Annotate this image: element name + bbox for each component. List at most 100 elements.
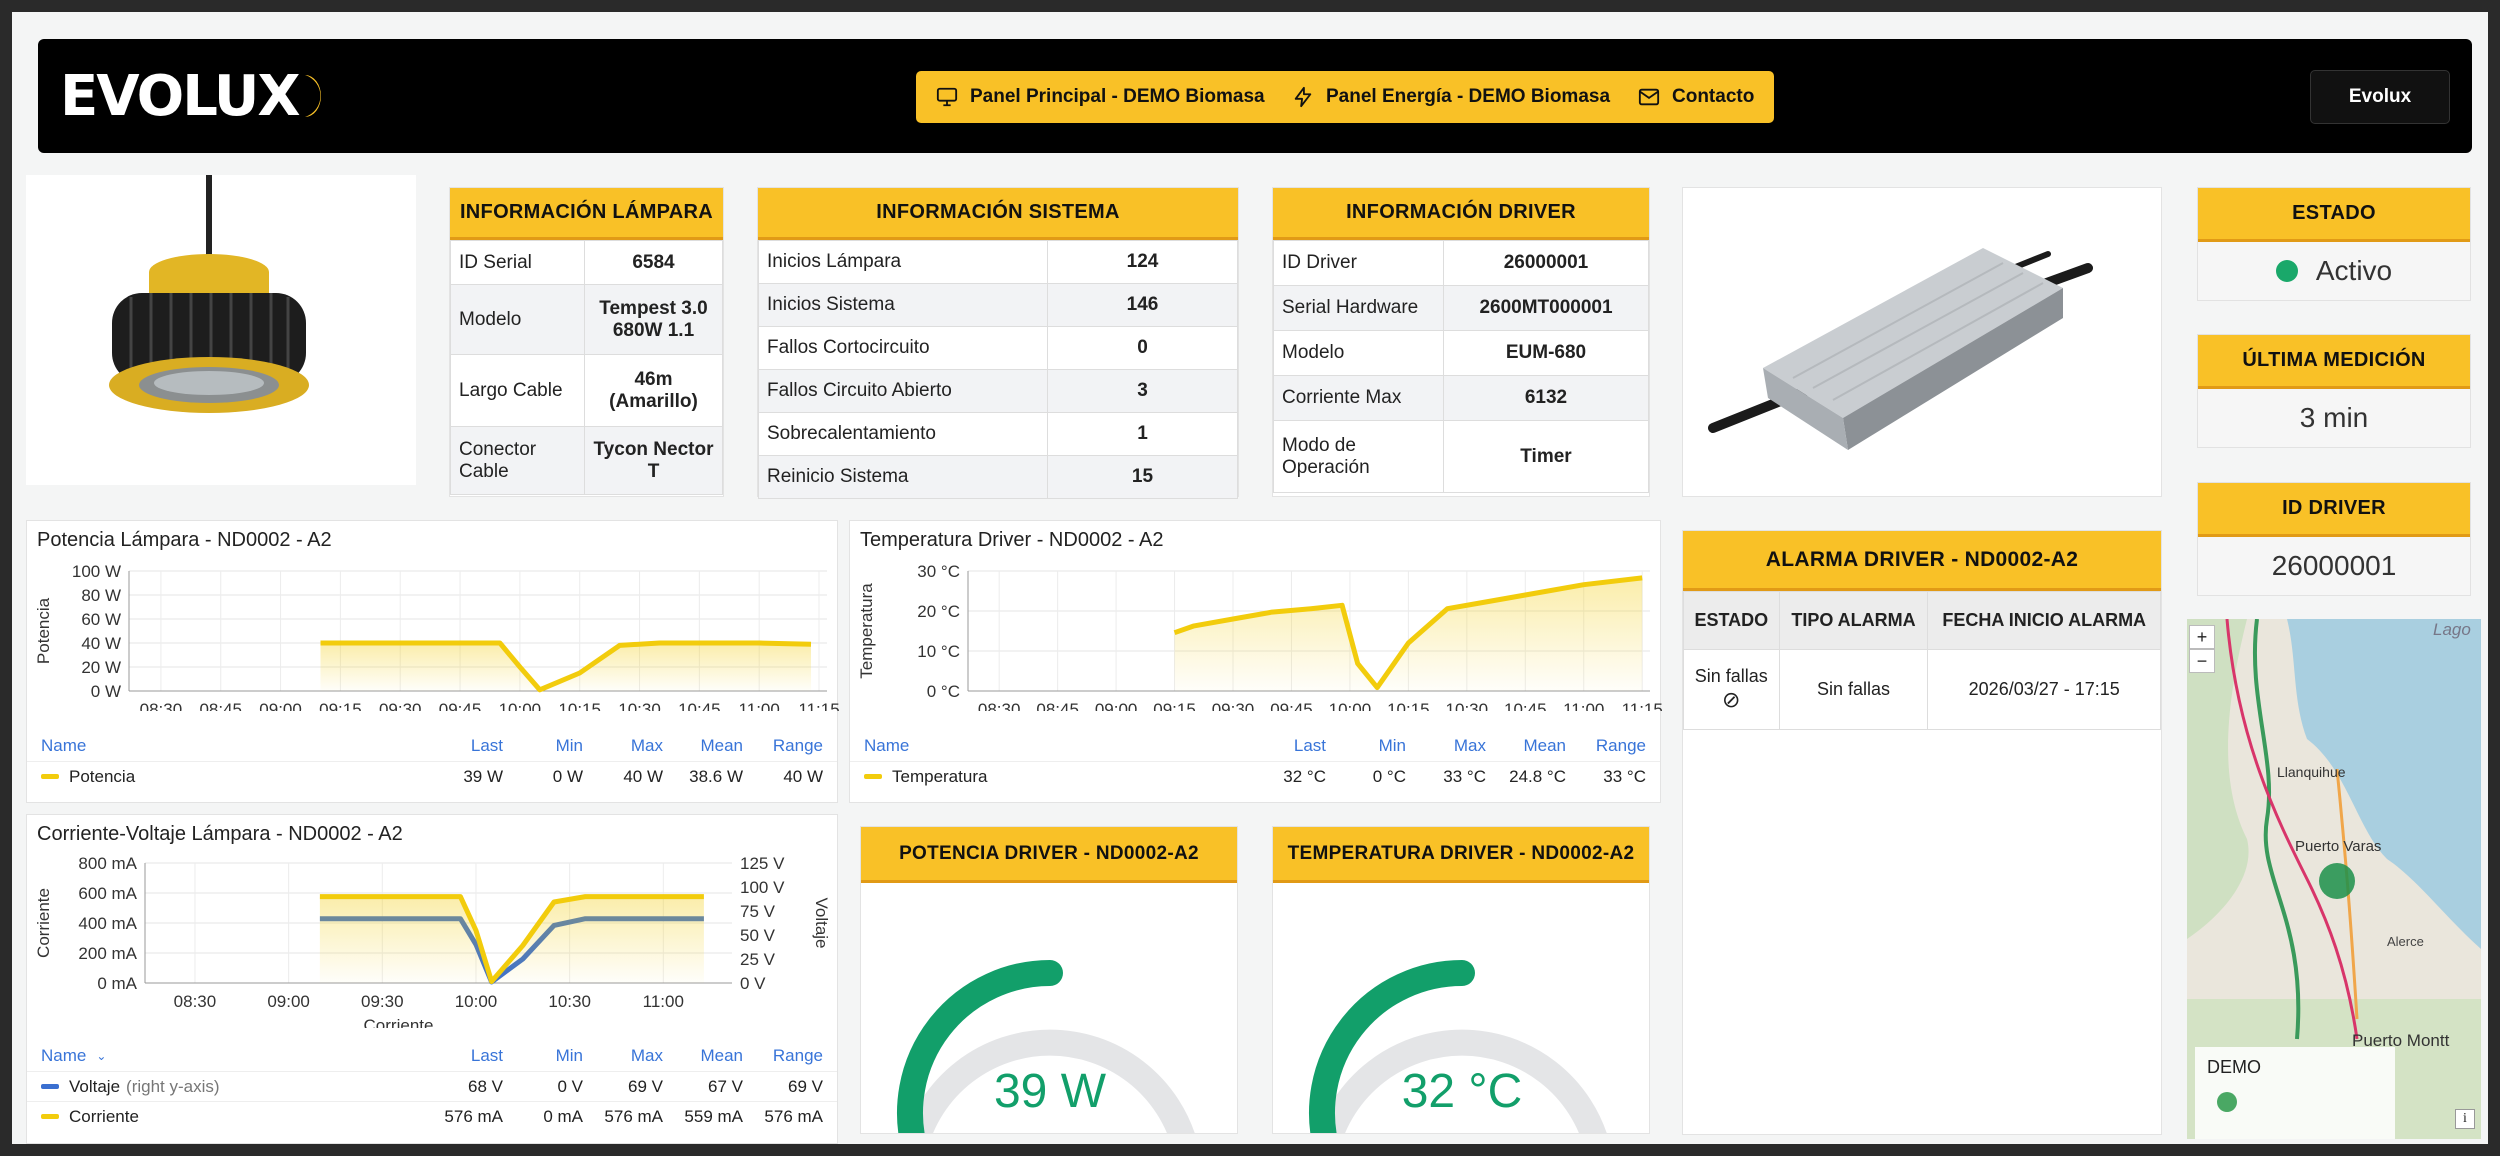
table-row: ID Driver 26000001 xyxy=(1273,240,1649,286)
x-tick-label: 09:00 xyxy=(1095,700,1138,711)
legend-range-header[interactable]: Range xyxy=(772,1046,823,1065)
legend-min-header[interactable]: Min xyxy=(555,736,583,755)
x-tick-label: 10:00 xyxy=(455,992,498,1011)
sort-chevron-icon[interactable]: ⌄ xyxy=(96,1049,107,1063)
table-row: Conector Cable Tycon Nector T xyxy=(450,426,723,495)
legend-mean-header[interactable]: Mean xyxy=(700,1046,743,1065)
nav-panel-principal-button[interactable]: Panel Principal - DEMO Biomasa xyxy=(916,71,1285,123)
user-menu-button[interactable]: Evolux xyxy=(2310,70,2450,124)
lamp-image xyxy=(26,175,416,485)
gauge-track xyxy=(1313,1029,1611,1156)
legend-name-header[interactable]: Name xyxy=(41,1046,87,1065)
y-tick-label: 10 °C xyxy=(917,642,960,661)
zoom-in-button[interactable]: + xyxy=(2189,625,2215,649)
legend-last-header[interactable]: Last xyxy=(1293,736,1326,755)
alarm-title: ALARMA DRIVER - ND0002-A2 xyxy=(1683,531,2161,591)
y-tick-label: 400 mA xyxy=(78,914,137,933)
x-tick-label: 08:30 xyxy=(174,992,217,1011)
x-tick-label: 10:00 xyxy=(1329,700,1372,711)
estado-value: Activo xyxy=(2315,255,2393,286)
estado-title: ESTADO xyxy=(2198,188,2470,242)
nav-panel-energia-button[interactable]: Panel Energía - DEMO Biomasa xyxy=(1272,71,1631,123)
mail-icon xyxy=(1638,88,1660,106)
x-tick-label: 11:00 xyxy=(643,992,684,1011)
x-tick-label: 10:30 xyxy=(1446,700,1489,711)
legend-min-header[interactable]: Min xyxy=(555,1046,583,1065)
logo: EVOLUX xyxy=(60,63,327,129)
table-row: ID Serial 6584 xyxy=(450,240,723,285)
table-row: Modo de Operación Timer xyxy=(1273,420,1649,493)
legend-mean-header[interactable]: Mean xyxy=(700,736,743,755)
legend-max-header[interactable]: Max xyxy=(630,736,663,755)
info-icon[interactable]: i xyxy=(2455,1109,2475,1129)
lightning-icon xyxy=(1294,86,1312,108)
table-row: Modelo EUM-680 xyxy=(1273,330,1649,376)
legend-name-header[interactable]: Name xyxy=(41,736,87,755)
alarm-fecha-value: 2026/03/27 - 17:15 xyxy=(1927,649,2161,730)
legend-max-header[interactable]: Max xyxy=(630,1046,663,1065)
system-info-title: INFORMACIÓN SISTEMA xyxy=(758,188,1238,240)
logo-moon-icon xyxy=(304,75,321,117)
legend-row[interactable]: Corriente 576 mA 0 mA 576 mA 559 mA 576 mA xyxy=(27,1101,837,1131)
ultima-medicion-title: ÚLTIMA MEDICIÓN xyxy=(2198,335,2470,389)
temperatura-gauge-title: TEMPERATURA DRIVER - ND0002-A2 xyxy=(1273,827,1649,883)
gauge-value: 39 W xyxy=(994,1065,1107,1118)
y-axis-label: Potencia xyxy=(34,597,53,664)
alarm-col-fecha: FECHA INICIO ALARMA xyxy=(1927,591,2161,650)
x-tick-label: 08:30 xyxy=(978,700,1021,711)
driver-info-title: INFORMACIÓN DRIVER xyxy=(1273,188,1649,240)
x-tick-label: 08:30 xyxy=(140,700,183,711)
system-info-table: Inicios Lámpara 124 Inicios Sistema 146 Fa… xyxy=(758,240,1238,499)
legend-last-header[interactable]: Last xyxy=(470,736,503,755)
table-row: Inicios Lámpara 124 xyxy=(758,240,1238,284)
driver-info-panel: INFORMACIÓN DRIVER ID Driver 26000001 Ser… xyxy=(1272,187,1650,497)
y-tick-label: 800 mA xyxy=(78,854,137,873)
legend-last-header[interactable]: Last xyxy=(470,1046,503,1065)
corriente-legend: Name ⌄ Last Min Max Mean Range Voltaje (right y… xyxy=(27,1041,837,1131)
legend-row[interactable]: Temperatura 32 °C 0 °C 33 °C 24.8 °C 33 °C xyxy=(850,761,1660,791)
y2-tick-label: 100 V xyxy=(740,878,785,897)
legend-mean-header[interactable]: Mean xyxy=(1523,736,1566,755)
potencia-chart-panel: Potencia Lámpara - ND0002 - A2 0 W 20 W 40… xyxy=(26,520,839,803)
table-row: Corriente Max 6132 xyxy=(1273,375,1649,421)
nav-contacto-button[interactable]: Contacto xyxy=(1618,71,1775,123)
series-swatch xyxy=(864,774,882,779)
id-driver-title: ID DRIVER xyxy=(2198,483,2470,537)
map-marker[interactable] xyxy=(2319,863,2355,899)
y2-tick-label: 50 V xyxy=(740,926,776,945)
table-row: Fallos Circuito Abierto 3 xyxy=(758,369,1238,413)
map-legend-label: DEMO xyxy=(2207,1057,2261,1077)
estado-card: ESTADO Activo xyxy=(2197,187,2471,301)
system-info-panel: INFORMACIÓN SISTEMA Inicios Lámpara 124 I… xyxy=(757,187,1239,499)
x-tick-label: 09:00 xyxy=(259,700,302,711)
legend-range-header[interactable]: Range xyxy=(772,736,823,755)
map-label: Puerto Montt xyxy=(2352,1031,2450,1050)
legend-name-header[interactable]: Name xyxy=(864,736,910,755)
table-row: Inicios Sistema 146 xyxy=(758,283,1238,327)
temperatura-chart: 0 °C 10 °C 20 °C 30 °C 08:30 08:45 09:00 09:15 0… xyxy=(857,562,1662,711)
legend-range-header[interactable]: Range xyxy=(1595,736,1646,755)
series-line-corriente xyxy=(319,894,704,984)
series-swatch xyxy=(41,774,59,779)
corriente-voltaje-chart-panel: Corriente-Voltaje Lámpara - ND0002 - A2 … xyxy=(26,814,838,1144)
temperatura-legend: Name Last Min Max Mean Range Temperatura 32 °C… xyxy=(850,731,1660,791)
lamp-info-panel: INFORMACIÓN LÁMPARA ID Serial 6584 Modelo… xyxy=(449,187,724,497)
series-area xyxy=(320,643,812,691)
table-row: Fallos Cortocircuito 0 xyxy=(758,326,1238,370)
series-swatch xyxy=(41,1114,59,1119)
legend-max-header[interactable]: Max xyxy=(1453,736,1486,755)
potencia-gauge: 39 W xyxy=(897,960,1199,1156)
y-tick-label: 20 W xyxy=(81,658,121,677)
driver-info-table: ID Driver 26000001 Serial Hardware 2600MT0… xyxy=(1273,240,1649,493)
alarm-panel: ALARMA DRIVER - ND0002-A2 ESTADO TIPO ALA… xyxy=(1682,530,2162,1135)
top-navbar: EVOLUX Panel Principal - DEMO Biomasa Pa… xyxy=(38,39,2472,153)
lamp-info-table: ID Serial 6584 Modelo Tempest 3.0 680W 1.1… xyxy=(450,240,723,495)
zoom-out-button[interactable]: − xyxy=(2189,649,2215,673)
map-panel[interactable]: Llanquihue Puerto Varas Alerce Puerto Mo… xyxy=(2187,619,2481,1139)
id-driver-card: ID DRIVER 26000001 xyxy=(2197,482,2471,596)
corriente-voltaje-chart: 0 mA 200 mA 400 mA 600 mA 800 mA 0 V 25 V 50 V 7… xyxy=(34,854,831,1028)
legend-min-header[interactable]: Min xyxy=(1378,736,1406,755)
x-tick-label: 11:00 xyxy=(1563,700,1604,711)
